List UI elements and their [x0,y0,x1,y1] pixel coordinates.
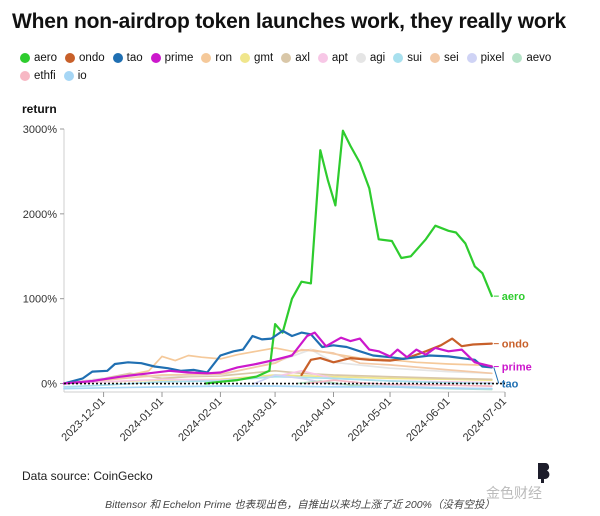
legend-label: ondo [79,52,105,64]
legend-item-apt: apt [317,50,348,66]
series-line-io [63,385,493,390]
data-source: Data source: CoinGecko [22,469,153,483]
legend-label: ron [215,52,233,64]
legend-swatch [65,53,76,63]
x-tick-label: 2024-05-01 [346,396,394,444]
legend-item-ondo: ondo [65,50,105,66]
legend-swatch [393,53,404,63]
series-line-sei [63,348,493,385]
legend-label: gmt [254,52,274,64]
series-line-tao [62,329,493,385]
x-tick-label: 2024-04-01 [289,396,337,444]
legend-swatch [512,53,523,63]
legend-item-aevo: aevo [512,50,551,66]
series-line-aero [204,129,493,385]
legend-swatch [466,53,477,63]
end-label-ondo: ondo [502,339,529,351]
series-line-ethfi [306,379,493,387]
legend-swatch [112,53,123,63]
legend-label: ethfi [34,70,56,82]
end-label-prime: prime [502,362,532,374]
legend-label: prime [164,52,194,64]
legend-item-pixel: pixel [466,50,505,66]
legend-label: pixel [480,52,505,64]
legend-item-sui: sui [393,50,422,66]
end-label-aero: aero [502,291,526,303]
x-tick-label: 2024-07-01 [461,396,509,444]
legend-item-ron: ron [201,50,232,66]
brand-b-icon [538,462,550,483]
x-tick-label: 2023-12-01 [59,396,107,444]
series-line-sui [63,375,493,388]
legend-item-axl: axl [281,50,310,66]
legend-item-prime: prime [150,50,194,66]
legend-swatch [20,53,30,63]
legend-item-tao: tao [112,50,143,66]
legend-item-agi: agi [355,50,386,66]
legend-item-io: io [63,68,87,84]
legend-swatch [429,53,440,63]
legend-swatch [240,53,251,63]
end-label-leader-tao [493,367,500,384]
image-caption: Bittensor 和 Echelon Prime 也表现出色，自推出以来均上涨… [105,499,495,511]
x-tick-label: 2024-03-01 [231,396,279,444]
y-tick-label: 2000% [23,209,57,221]
legend-swatch [355,53,366,63]
legend-label: agi [369,52,386,64]
y-tick-label: 3000% [23,124,57,136]
legend-swatch [317,53,328,63]
series-line-prime [62,331,493,385]
legend-item-ethfi: ethfi [20,68,56,84]
legend-item-gmt: gmt [240,50,273,66]
legend-label: sui [407,52,422,64]
legend-swatch [150,53,161,63]
legend-swatch [281,53,292,63]
chart-legend: aero ondo tao prime ron gmt axl apt agi sui sei pix… [20,50,580,86]
watermark-logo: 金色财经 [486,485,542,501]
legend-label: aevo [526,52,552,64]
end-label-tao: tao [502,379,519,391]
legend-item-sei: sei [429,50,459,66]
legend-label: apt [331,52,348,64]
x-tick-label: 2024-01-01 [118,396,166,444]
y-tick-label: 0% [41,379,57,391]
legend-swatch [201,53,212,63]
y-axis-label: return [22,102,57,116]
series-line-axl [63,369,493,385]
legend-label: axl [295,52,310,64]
x-tick-label: 2024-06-01 [404,396,452,444]
y-tick-label: 1000% [23,294,57,306]
x-tick-label: 2024-02-01 [176,396,224,444]
legend-label: sei [443,52,459,64]
legend-swatch [63,71,74,81]
legend-item-aero: aero [20,50,57,66]
legend-label: aero [34,52,58,64]
chart-title: When non-airdrop token launches work, th… [12,10,566,33]
legend-label: io [77,70,87,82]
legend-swatch [20,71,30,81]
legend-label: tao [126,52,143,64]
